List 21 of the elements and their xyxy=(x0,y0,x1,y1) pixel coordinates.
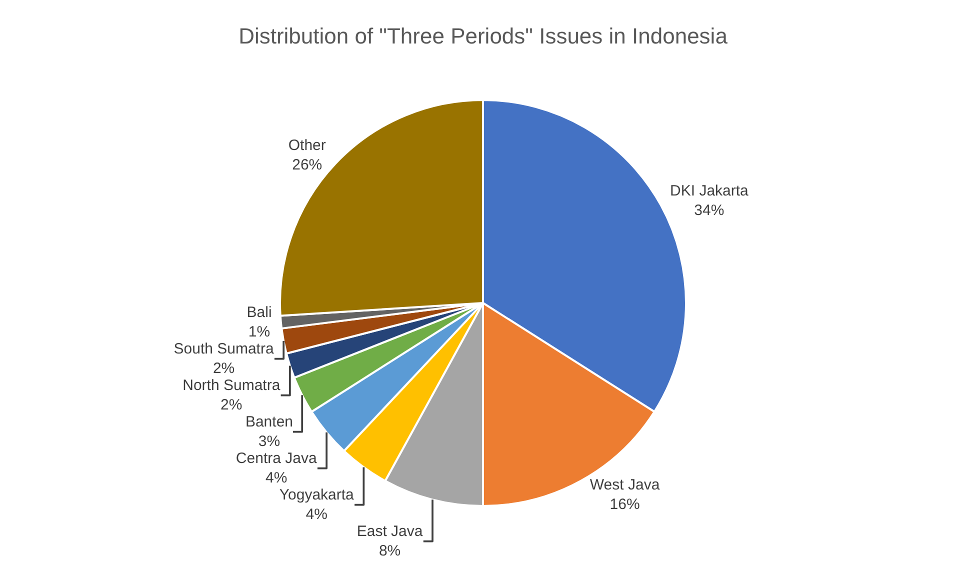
slice-label: East Java xyxy=(356,523,424,540)
data-label: 16% xyxy=(610,496,640,514)
data-label: 34% xyxy=(694,202,724,220)
slice-label: Centra Java xyxy=(236,450,318,468)
slice-label: South Sumatra xyxy=(174,340,274,358)
data-label: 4% xyxy=(306,506,328,524)
data-label: 8% xyxy=(378,542,401,560)
slice-label: Other xyxy=(288,137,326,154)
slice-label: West Java xyxy=(590,476,660,494)
slice-label: Bali xyxy=(246,304,272,322)
data-label: 4% xyxy=(266,470,288,487)
slice-label: Banten xyxy=(245,414,293,431)
slice-label: DKI Jakarta xyxy=(670,182,750,200)
data-label: 2% xyxy=(212,360,235,378)
slice-label: North Sumatra xyxy=(182,377,281,394)
data-label: 1% xyxy=(248,324,270,341)
chart-title: Distribution of "Three Periods" Issues in Indonesia xyxy=(238,24,728,49)
data-label: 3% xyxy=(258,433,280,450)
slice-label: Yogyakarta xyxy=(279,486,355,504)
data-label: 26% xyxy=(292,156,322,174)
data-label: 2% xyxy=(220,396,242,414)
